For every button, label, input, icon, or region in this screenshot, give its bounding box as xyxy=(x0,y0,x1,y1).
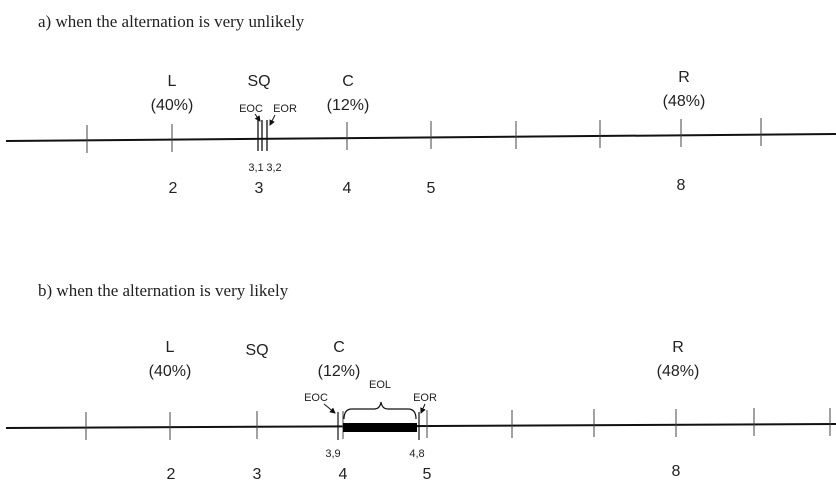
tick-label: 3 xyxy=(253,466,262,481)
party-r-share: (48%) xyxy=(657,363,700,380)
eor-value: 4,8 xyxy=(409,448,424,460)
tick-label: 8 xyxy=(672,463,681,480)
tick-label: 2 xyxy=(167,466,176,481)
party-c-label: C xyxy=(333,339,345,356)
panel-a-ticks xyxy=(86,118,762,153)
eol-brace xyxy=(343,401,417,420)
eor-value: 3,2 xyxy=(266,162,281,174)
tick-label: 4 xyxy=(343,180,352,197)
party-c-share: (12%) xyxy=(318,363,361,380)
eoc-value: 3,1 xyxy=(248,162,263,174)
tick-label: 5 xyxy=(427,180,436,197)
party-r-label: R xyxy=(678,69,690,86)
eol-label: EOL xyxy=(369,379,391,391)
tick-label: 4 xyxy=(339,466,348,481)
tick-label: 3 xyxy=(255,180,264,197)
eoc-arrow xyxy=(323,403,336,414)
eor-arrow xyxy=(420,403,426,414)
eoc-label: EOC xyxy=(304,392,328,404)
party-c-label: C xyxy=(342,73,354,90)
eoc-value: 3,9 xyxy=(325,448,340,460)
party-l-share: (40%) xyxy=(149,363,192,380)
panel-a: a) when the alternation is very unlikely… xyxy=(5,12,836,197)
party-c-share: (12%) xyxy=(327,97,370,114)
tick-label: 2 xyxy=(169,180,178,197)
eor-arrow xyxy=(269,114,276,126)
panel-a-caption: a) when the alternation is very unlikely xyxy=(38,12,305,31)
party-sq-label: SQ xyxy=(245,342,268,359)
panel-a-eo-lines xyxy=(257,120,268,151)
party-l-share: (40%) xyxy=(151,97,194,114)
panel-b-ticks xyxy=(85,408,831,440)
eor-label: EOR xyxy=(413,392,437,404)
panel-b: b) when the alternation is very likely L… xyxy=(5,281,836,481)
eol-interval-bar xyxy=(343,423,417,432)
party-r-label: R xyxy=(672,339,684,356)
eor-label: EOR xyxy=(273,103,297,115)
eoc-arrow xyxy=(254,113,261,122)
party-r-share: (48%) xyxy=(663,93,706,110)
eoc-label: EOC xyxy=(239,103,263,115)
party-sq-label: SQ xyxy=(247,73,270,90)
party-l-label: L xyxy=(168,73,177,90)
tick-label: 5 xyxy=(423,466,432,481)
panel-a-axis xyxy=(5,133,836,142)
panel-b-caption: b) when the alternation is very likely xyxy=(38,281,289,300)
panel-b-axis xyxy=(5,423,836,429)
party-l-label: L xyxy=(166,339,175,356)
tick-label: 8 xyxy=(677,177,686,194)
